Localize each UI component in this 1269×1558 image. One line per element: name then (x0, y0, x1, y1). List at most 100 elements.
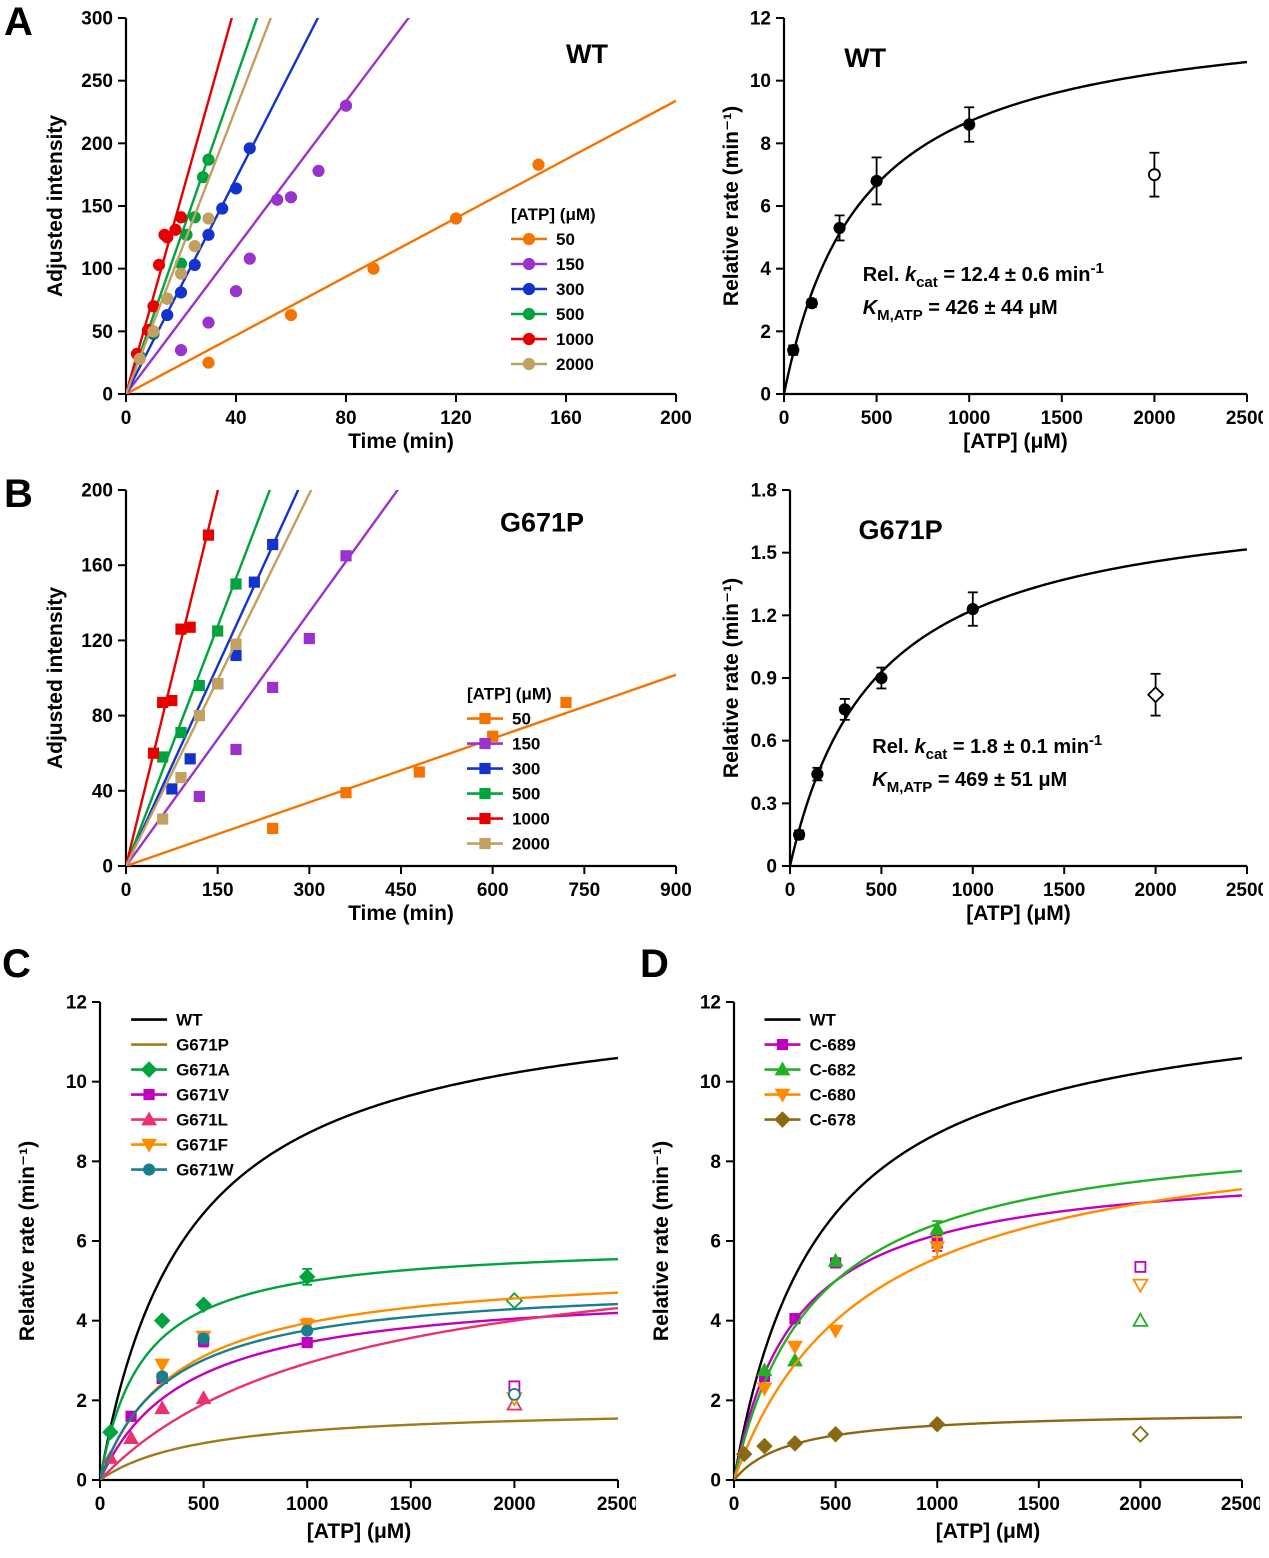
y-tick-label: 80 (92, 706, 113, 727)
y-tick-label: 2 (710, 1391, 721, 1412)
fit-line (126, 490, 300, 866)
series-50 (126, 99, 676, 394)
x-tick-label: 1500 (390, 1494, 432, 1515)
panel-label-c: C (2, 942, 31, 986)
series-WT (100, 1056, 618, 1480)
legend-entry-150: 150 (511, 255, 584, 274)
y-tick-label: 6 (710, 1232, 721, 1253)
x-axis-title: [ATP] (μM) (963, 430, 1068, 453)
x-tick-label: 0 (779, 408, 790, 429)
x-tick-label: 0 (121, 880, 132, 901)
axes: 0 500 1000 1500 2000 2500 0 2 4 6 8 10 12 (700, 993, 1260, 1516)
x-tick-label: 80 (335, 408, 356, 429)
svg-text:WT: WT (176, 1011, 203, 1030)
legend-entry-1000: 1000 (511, 330, 594, 349)
legend-title: [ATP] (μM) (511, 205, 596, 224)
y-tick-label: 0 (760, 385, 771, 406)
y-tick-label: 0 (102, 385, 113, 406)
legend-entry-WT: WT (764, 1011, 837, 1030)
x-tick-label: 600 (477, 880, 509, 901)
x-tick-label: 2000 (1133, 408, 1175, 429)
x-axis-title: Time (min) (348, 902, 454, 925)
x-tick-label: 150 (202, 880, 234, 901)
panel-b: B 0 150 300 450 600 750 900 0 40 80 120 160 200 Time … (0, 472, 1269, 942)
y-tick-label: 6 (76, 1232, 87, 1253)
svg-text:300: 300 (512, 760, 540, 779)
svg-text:G671A: G671A (176, 1061, 230, 1080)
legend-entry-G671W: G671W (131, 1161, 235, 1180)
fit-line (126, 673, 676, 866)
series-1000 (126, 490, 220, 866)
y-tick-label: 8 (710, 1152, 721, 1173)
svg-text:G671P: G671P (176, 1036, 229, 1055)
series-layer (100, 1056, 618, 1480)
y-tick-label: 300 (81, 9, 113, 30)
panel-label-d: D (640, 942, 669, 986)
series-layer (784, 60, 1247, 394)
x-tick-label: 1000 (952, 880, 994, 901)
series-500 (126, 490, 272, 866)
y-tick-label: 1.5 (751, 543, 778, 564)
x-tick-label: 2000 (1134, 880, 1176, 901)
fit-line (126, 18, 273, 394)
y-tick-label: 12 (750, 9, 771, 30)
y-tick-label: 1.8 (751, 481, 777, 502)
y-tick-label: 0 (766, 857, 777, 878)
legend: WT G671P G671A G671V G671L G671F G671W (131, 1011, 235, 1180)
svg-text:C-680: C-680 (809, 1086, 855, 1105)
series-layer (126, 490, 676, 866)
y-tick-label: 8 (760, 134, 771, 155)
plot-title: WT (566, 39, 608, 69)
series-WT (784, 60, 1247, 394)
y-axis-title: Relative rate (min⁻¹) (720, 106, 743, 306)
chart-progress-g671p: 0 150 300 450 600 750 900 0 40 80 120 160 200 Time (m… (42, 478, 692, 930)
axes: 0 500 1000 1500 2000 2500 0 2 4 6 8 10 12 (750, 9, 1263, 430)
y-tick-label: 1.2 (751, 606, 777, 627)
chart-svg-a-right: 0 500 1000 1500 2000 2500 0 2 4 6 8 10 12 [ATP] (μM) R… (720, 9, 1263, 454)
svg-text:C-678: C-678 (809, 1111, 855, 1130)
y-tick-label: 4 (760, 259, 771, 280)
legend-entry-500: 500 (467, 785, 540, 804)
svg-text:Rel. kcat = 1.8 ± 0.1 min-1: Rel. kcat = 1.8 ± 0.1 min-1 (872, 732, 1102, 763)
axes: 0 500 1000 1500 2000 2500 0 0.3 0.6 0.9 1.2 1.5 1.8 (751, 481, 1263, 902)
svg-text:C-689: C-689 (809, 1036, 855, 1055)
panel-label-a: A (4, 0, 33, 44)
fit-line (126, 490, 400, 866)
x-tick-label: 0 (121, 408, 132, 429)
x-tick-label: 2000 (1119, 1494, 1161, 1515)
chart-mm-wt: 0 500 1000 1500 2000 2500 0 2 4 6 8 10 12 [ATP] (μM) R… (718, 6, 1263, 458)
x-tick-label: 1000 (916, 1494, 958, 1515)
x-tick-label: 2500 (597, 1494, 636, 1515)
fit-line (734, 1056, 1242, 1480)
y-tick-label: 4 (76, 1311, 87, 1332)
panel-a: A 0 40 80 120 160 200 0 50 100 150 200 250 300 Time (… (0, 0, 1269, 470)
legend-entry-300: 300 (467, 760, 540, 779)
svg-text:G671L: G671L (176, 1111, 228, 1130)
svg-text:G671W: G671W (176, 1161, 235, 1180)
fit-line (126, 18, 259, 394)
fit-line (100, 1306, 618, 1480)
annotation: Rel. kcat = 12.4 ± 0.6 min-1 KM,ATP = 426… (863, 260, 1104, 324)
legend-entry-50: 50 (467, 710, 531, 729)
y-tick-label: 120 (81, 631, 113, 652)
x-tick-label: 500 (188, 1494, 220, 1515)
series-2000 (126, 490, 313, 866)
y-tick-label: 0.3 (751, 794, 777, 815)
legend-entry-G671P: G671P (131, 1036, 229, 1055)
axes: 0 150 300 450 600 750 900 0 40 80 120 160 200 (81, 481, 692, 902)
fit-line (734, 1416, 1242, 1480)
x-axis-title: [ATP] (μM) (966, 902, 1071, 925)
y-tick-label: 4 (710, 1311, 721, 1332)
fit-line (790, 548, 1247, 866)
y-axis-title: Relative rate (min⁻¹) (720, 578, 743, 778)
legend-entry-500: 500 (511, 305, 584, 324)
y-tick-label: 12 (700, 993, 721, 1014)
legend: WT C-689 C-682 C-680 C-678 (764, 1011, 856, 1130)
series-150 (126, 18, 411, 394)
series-G671A (100, 1257, 618, 1480)
y-axis-title: Relative rate (min⁻¹) (650, 1141, 673, 1341)
legend-entry-2000: 2000 (511, 355, 594, 374)
svg-text:KM,ATP = 469 ± 51 μM: KM,ATP = 469 ± 51 μM (872, 769, 1067, 796)
y-tick-label: 250 (81, 71, 113, 92)
